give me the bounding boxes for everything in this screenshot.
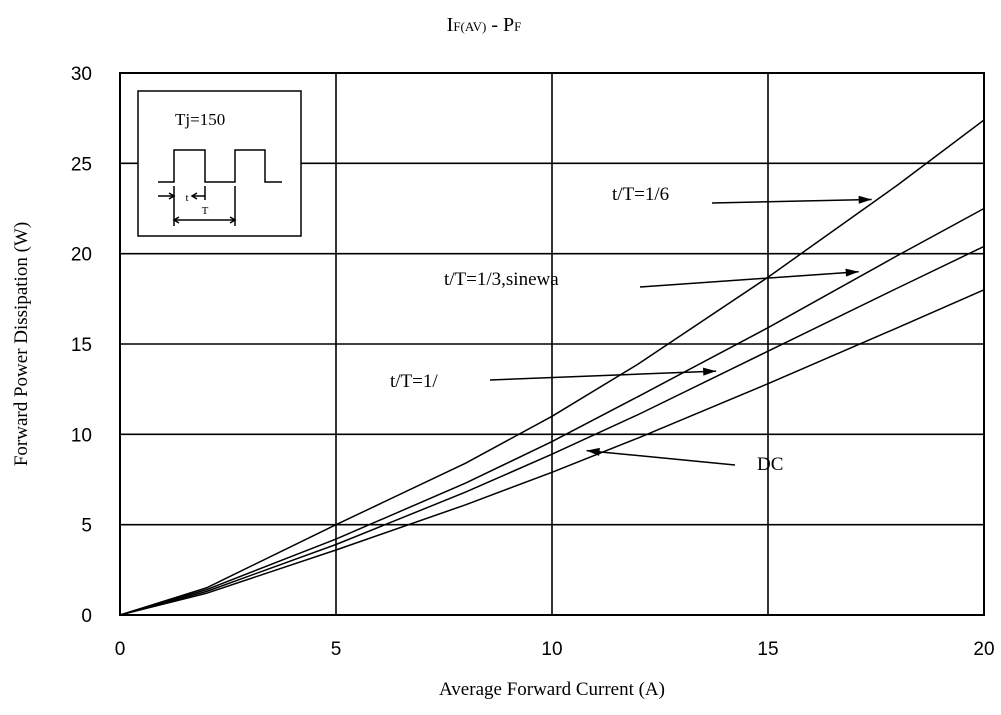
y-tick-label: 20 [71,245,92,266]
annotations: t/T=1/6 t/T=1/3,sinewa t/T=1/DC [390,184,872,475]
y-tick-label: 0 [81,606,92,627]
y-tick-label: 5 [81,516,92,537]
pulse-waveform [158,149,282,183]
annotation-arrow [711,198,872,204]
inset-t-label: t [185,192,188,204]
series-line [119,245,985,616]
x-tick-label: 20 [973,639,994,660]
inset-label: Tj=150 [175,110,225,129]
annotation-label: t/T=1/3,sinewa [444,269,559,290]
chart-title: IF(AV) - PF [447,14,522,36]
annotation-label: t/T=1/ [390,371,438,392]
y-tick-label: 15 [71,335,92,356]
y-tick-label: 25 [71,154,92,175]
x-axis-title: Average Forward Current (A) [439,679,665,700]
annotation-arrowhead [845,268,859,277]
x-tick-label: 10 [541,639,562,660]
series-line [119,289,985,616]
inset-T-label: T [202,205,209,217]
annotation-label: t/T=1/6 [612,184,669,205]
tick-labels: 0 5 10 15 20 0 5 10 15 20 25 30 [71,64,995,660]
y-tick-label: 10 [71,425,92,446]
x-tick-label: 5 [331,639,342,660]
title-sep: - P [486,14,514,36]
series-line [119,119,985,616]
annotation-arrowhead [858,195,872,204]
x-tick-label: 15 [757,639,778,660]
annotation-arrow [489,370,717,381]
annotation-arrowhead [703,367,717,376]
title-sub1: F(AV) [453,19,486,34]
annotation-label: DC [757,454,783,475]
annotation-arrow [586,449,736,466]
y-tick-label: 30 [71,64,92,85]
annotation-arrowhead [586,447,600,456]
x-tick-label: 0 [115,639,126,660]
plot-frame [119,72,985,616]
y-axis-title: Forward Power Dissipation (W) [11,222,32,466]
title-main: I [447,14,454,36]
annotation-arrow [639,270,859,288]
series-line [119,207,985,616]
inset-box: Tj=150 t T [137,90,302,237]
title-sub2: F [514,19,521,34]
series-lines [119,119,985,616]
